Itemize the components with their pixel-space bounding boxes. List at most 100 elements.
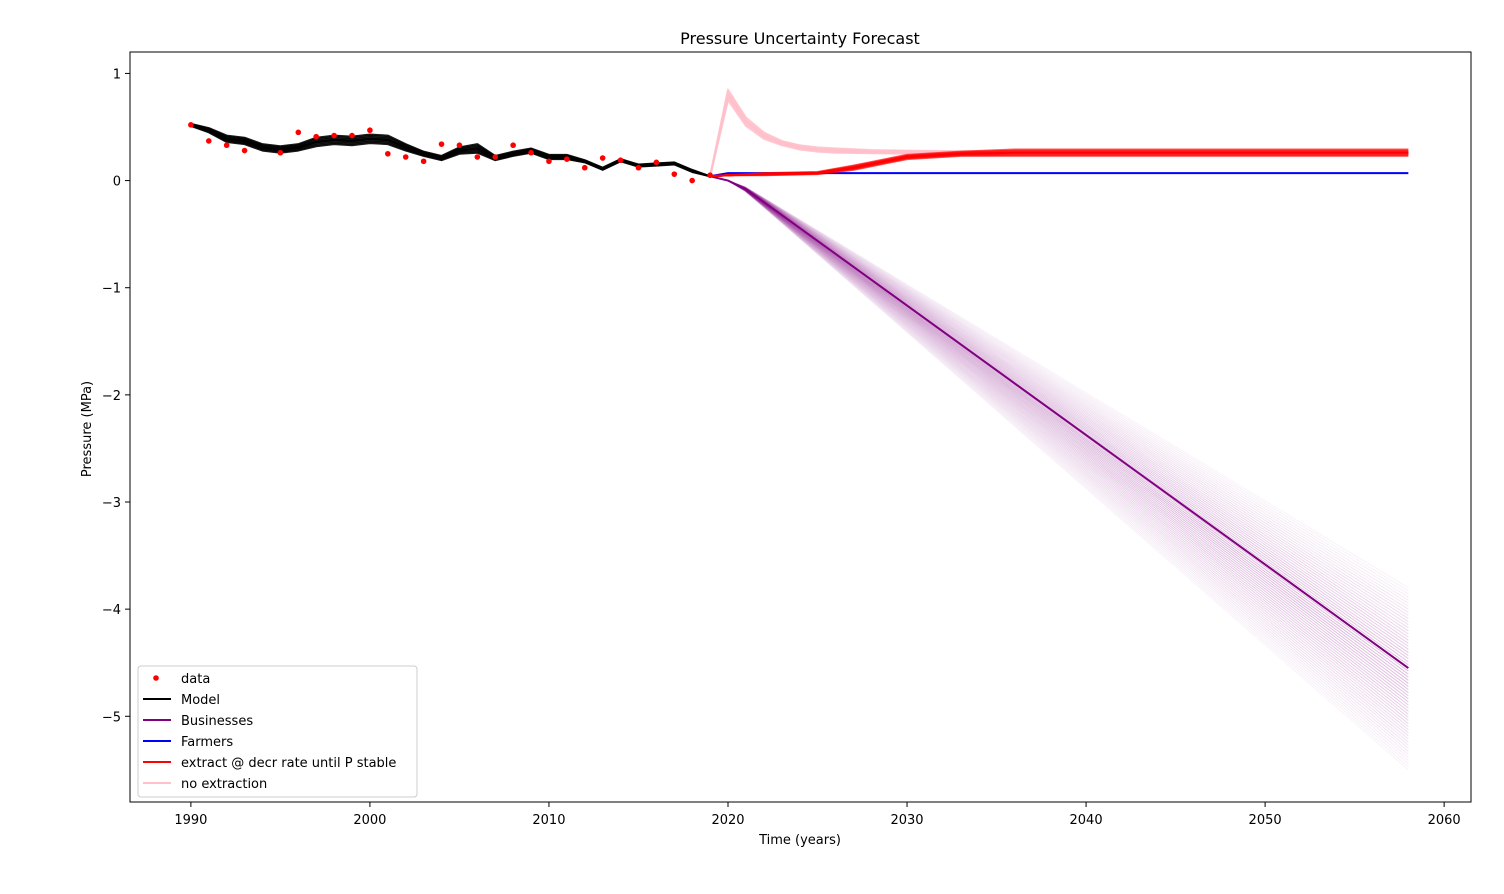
y-tick-label: −1 <box>102 282 121 297</box>
businesses-realization <box>709 175 1409 592</box>
model-line <box>190 123 711 178</box>
businesses-realization <box>709 175 1409 728</box>
legend-label-farmers: Farmers <box>181 735 233 750</box>
businesses-realization <box>709 175 1409 709</box>
businesses-realization <box>709 175 1409 684</box>
data-point <box>349 132 355 139</box>
businesses-realization <box>709 175 1409 681</box>
y-axis-label: Pressure (MPa) <box>80 381 95 477</box>
data-point <box>510 142 516 149</box>
businesses-realization <box>709 175 1409 703</box>
businesses-realization <box>709 175 1409 697</box>
legend: data Model Businesses Farmers extract @ decr… <box>137 665 418 798</box>
data-point <box>313 133 320 140</box>
legend-label-extract-decr-rate-until-p-stable: extract @ decr rate until P stable <box>181 756 396 771</box>
businesses-realization <box>709 175 1409 653</box>
businesses-realization <box>709 175 1409 657</box>
data-point <box>617 157 624 164</box>
data-point <box>581 164 588 171</box>
plot-area <box>188 88 1409 771</box>
businesses-realization <box>709 175 1409 746</box>
businesses-realization <box>709 175 1409 604</box>
legend-label-businesses: Businesses <box>181 714 253 729</box>
businesses-realization <box>709 175 1409 638</box>
businesses-realization <box>709 175 1409 761</box>
x-tick-label: 1990 <box>174 813 207 828</box>
no-extraction-realization <box>709 88 1409 177</box>
data-point <box>671 171 678 177</box>
businesses-realization <box>709 175 1409 752</box>
businesses-realization <box>709 175 1409 613</box>
data-point <box>564 156 570 162</box>
data-point <box>546 158 552 165</box>
y-tick-label: 1 <box>113 67 121 82</box>
businesses-realization <box>709 175 1409 749</box>
businesses-realization <box>709 175 1409 706</box>
businesses-realization <box>709 175 1409 598</box>
y-tick-label: −5 <box>102 710 121 725</box>
x-tick-label: 2000 <box>353 813 386 828</box>
data-point <box>492 154 499 160</box>
businesses-realization <box>709 175 1409 660</box>
x-tick-label: 2040 <box>1070 813 1103 828</box>
y-tick-label: −3 <box>102 496 121 511</box>
model-realization <box>190 122 711 178</box>
data-point <box>277 149 284 156</box>
x-tick-label: 2060 <box>1428 813 1461 828</box>
data-point <box>689 177 695 184</box>
businesses-realization <box>709 175 1409 690</box>
businesses-realization <box>709 175 1409 768</box>
businesses-realization <box>709 175 1409 712</box>
x-tick-label: 2050 <box>1249 813 1282 828</box>
legend-label-no-extraction: no extraction <box>181 777 267 792</box>
data-point <box>188 122 194 128</box>
data-point <box>653 159 660 166</box>
legend-marker-data <box>153 675 159 681</box>
businesses-realization <box>709 175 1409 700</box>
businesses-realization <box>709 175 1409 589</box>
businesses-realization <box>709 175 1409 623</box>
businesses-realization <box>709 175 1409 595</box>
businesses-realization <box>709 175 1409 740</box>
businesses-realization <box>709 175 1409 721</box>
data-point <box>456 142 463 149</box>
data-point <box>402 154 409 160</box>
businesses-realization <box>709 175 1409 755</box>
y-tick-label: −2 <box>102 389 121 404</box>
businesses-realization <box>709 175 1409 650</box>
data-point <box>223 142 230 149</box>
legend-label-model: Model <box>181 693 220 708</box>
x-axis-label: Time (years) <box>758 833 841 848</box>
businesses-line <box>709 175 1409 669</box>
businesses-realization <box>709 175 1409 629</box>
businesses-realization <box>709 175 1409 601</box>
no-extraction-line <box>709 93 1409 177</box>
businesses-realization <box>709 175 1409 610</box>
data-point <box>367 127 373 134</box>
data-point <box>420 158 427 165</box>
businesses-realization <box>709 175 1409 758</box>
x-tick-label: 2010 <box>532 813 565 828</box>
axes: 1990 2000 2010 2020 2030 2040 2050 2060 1 0 −1 −2 −3… <box>102 51 1472 828</box>
businesses-realization <box>709 175 1409 635</box>
data-points <box>188 122 713 184</box>
businesses-realization <box>709 175 1409 687</box>
data-point <box>438 141 445 147</box>
businesses-realization <box>709 175 1409 647</box>
data-point <box>331 132 337 139</box>
data-point <box>707 172 713 179</box>
data-point <box>241 147 248 154</box>
businesses-realization <box>709 175 1409 737</box>
data-point <box>385 150 391 157</box>
y-tick-label: −4 <box>102 603 121 618</box>
businesses-realization <box>709 175 1409 620</box>
y-tick-label: 0 <box>113 175 121 190</box>
x-tick-label: 2030 <box>890 813 923 828</box>
axes-frame <box>129 51 1472 803</box>
businesses-realization <box>709 175 1409 718</box>
businesses-realization <box>709 175 1409 632</box>
extract-decr-rate-line <box>710 151 1409 178</box>
data-point <box>599 155 606 161</box>
businesses-realization <box>709 175 1409 616</box>
